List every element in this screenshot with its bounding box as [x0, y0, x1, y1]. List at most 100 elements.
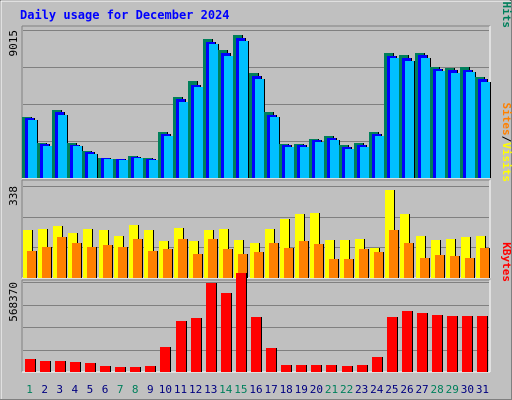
- bars: [25, 273, 488, 372]
- bar-pages: [73, 146, 82, 178]
- bar-kbytes: [25, 359, 35, 372]
- bar-kbytes: [130, 367, 140, 372]
- x-tick-label: 30: [461, 383, 474, 396]
- bar-sites: [57, 237, 66, 278]
- bar-pages: [466, 72, 475, 178]
- bar-sites: [178, 239, 187, 278]
- bar-pages: [194, 87, 203, 178]
- x-tick-label: 12: [189, 383, 202, 396]
- label-part: /: [500, 136, 512, 143]
- bar-pages: [119, 160, 128, 178]
- bar-pages: [360, 147, 369, 178]
- bar-sites: [27, 251, 36, 278]
- bar-visits: [461, 237, 470, 278]
- bar-kbytes: [176, 321, 186, 372]
- x-tick-label: 9: [147, 383, 154, 396]
- bar-sites: [208, 239, 217, 278]
- label-part: KBytes: [500, 242, 512, 282]
- y-max-label: 9015: [7, 30, 20, 57]
- x-tick-label: 24: [370, 383, 384, 396]
- x-tick-label: 20: [310, 383, 323, 396]
- bar-kbytes: [85, 363, 95, 372]
- bar-kbytes: [342, 366, 352, 372]
- x-tick-label: 3: [56, 383, 63, 396]
- bar-sites: [148, 251, 157, 278]
- bar-kbytes: [402, 311, 412, 372]
- chart-title: Daily usage for December 2024: [20, 8, 230, 22]
- bar-sites: [133, 239, 142, 278]
- bar-pages: [375, 136, 384, 178]
- bar-kbytes: [372, 357, 382, 372]
- bar-kbytes: [40, 361, 50, 372]
- x-tick-label: 26: [400, 383, 413, 396]
- bar-pages: [345, 149, 354, 178]
- x-tick-label: 25: [385, 383, 398, 396]
- bar-pages: [451, 73, 460, 178]
- bar-sites: [269, 243, 278, 278]
- bars: [23, 190, 490, 278]
- panel-kbytes: 568370 KBytes: [7, 242, 512, 373]
- bar-kbytes: [115, 367, 125, 372]
- bar-kbytes: [236, 273, 246, 372]
- bar-kbytes: [70, 362, 80, 372]
- bar-sites: [329, 259, 338, 278]
- x-tick-label: 8: [132, 383, 139, 396]
- bar-pages: [270, 117, 279, 178]
- bar-kbytes: [55, 361, 65, 372]
- y-max-label: 338: [7, 186, 20, 206]
- bar-kbytes: [100, 366, 110, 372]
- bars: [22, 35, 491, 178]
- bar-sites: [374, 252, 383, 278]
- bar-sites: [344, 259, 353, 278]
- bar-kbytes: [206, 283, 216, 372]
- right-series-label: Sites/Visits: [500, 103, 512, 183]
- bar-kbytes: [447, 316, 457, 372]
- bar-pages: [28, 120, 37, 178]
- x-tick-label: 2: [41, 383, 48, 396]
- right-series-label: KBytes: [500, 242, 512, 282]
- x-axis: 1 2 3 4 5 6 7 8 9 10 11 12 13 14 15 16 17 18 19 20 21 22 23 24 2…: [26, 383, 489, 396]
- label-part: Hits: [500, 2, 512, 29]
- bar-sites: [72, 243, 81, 278]
- bar-kbytes: [281, 365, 291, 372]
- x-tick-label: 6: [102, 383, 109, 396]
- bar-kbytes: [462, 316, 472, 372]
- bar-pages: [224, 56, 233, 178]
- bar-kbytes: [145, 366, 155, 372]
- bar-kbytes: [296, 365, 306, 372]
- bar-sites: [465, 258, 474, 278]
- bar-sites: [238, 254, 247, 278]
- x-tick-label: 17: [264, 383, 277, 396]
- chart-panels: 9015 Pages/Files/Hits 338 Sites/Visits 56837…: [7, 0, 512, 373]
- bar-kbytes: [387, 317, 397, 372]
- x-tick-label: 16: [249, 383, 262, 396]
- x-tick-label: 5: [87, 383, 94, 396]
- bar-sites: [389, 230, 398, 278]
- bar-pages: [58, 115, 67, 178]
- bar-sites: [193, 254, 202, 278]
- x-tick-label: 13: [204, 383, 217, 396]
- bar-pages: [315, 142, 324, 178]
- bar-sites: [450, 256, 459, 278]
- x-tick-label: 23: [355, 383, 368, 396]
- y-max-label: 568370: [7, 282, 20, 322]
- bar-pages: [405, 61, 414, 178]
- bar-sites: [118, 247, 127, 278]
- bar-pages: [255, 79, 264, 178]
- right-series-label: Pages/Files/Hits: [500, 0, 512, 28]
- bar-pages: [43, 146, 52, 178]
- bar-kbytes: [160, 347, 170, 372]
- x-tick-label: 22: [340, 383, 353, 396]
- x-tick-label: 1: [26, 383, 33, 396]
- bar-kbytes: [432, 315, 442, 372]
- bar-pages: [239, 41, 248, 178]
- bar-pages: [421, 58, 430, 178]
- bar-pages: [300, 147, 309, 178]
- x-tick-label: 15: [234, 383, 247, 396]
- bar-kbytes: [417, 313, 427, 372]
- x-tick-label: 7: [117, 383, 124, 396]
- label-part: Visits: [500, 142, 512, 182]
- bar-kbytes: [326, 365, 336, 372]
- bar-sites: [404, 243, 413, 278]
- x-tick-label: 19: [295, 383, 308, 396]
